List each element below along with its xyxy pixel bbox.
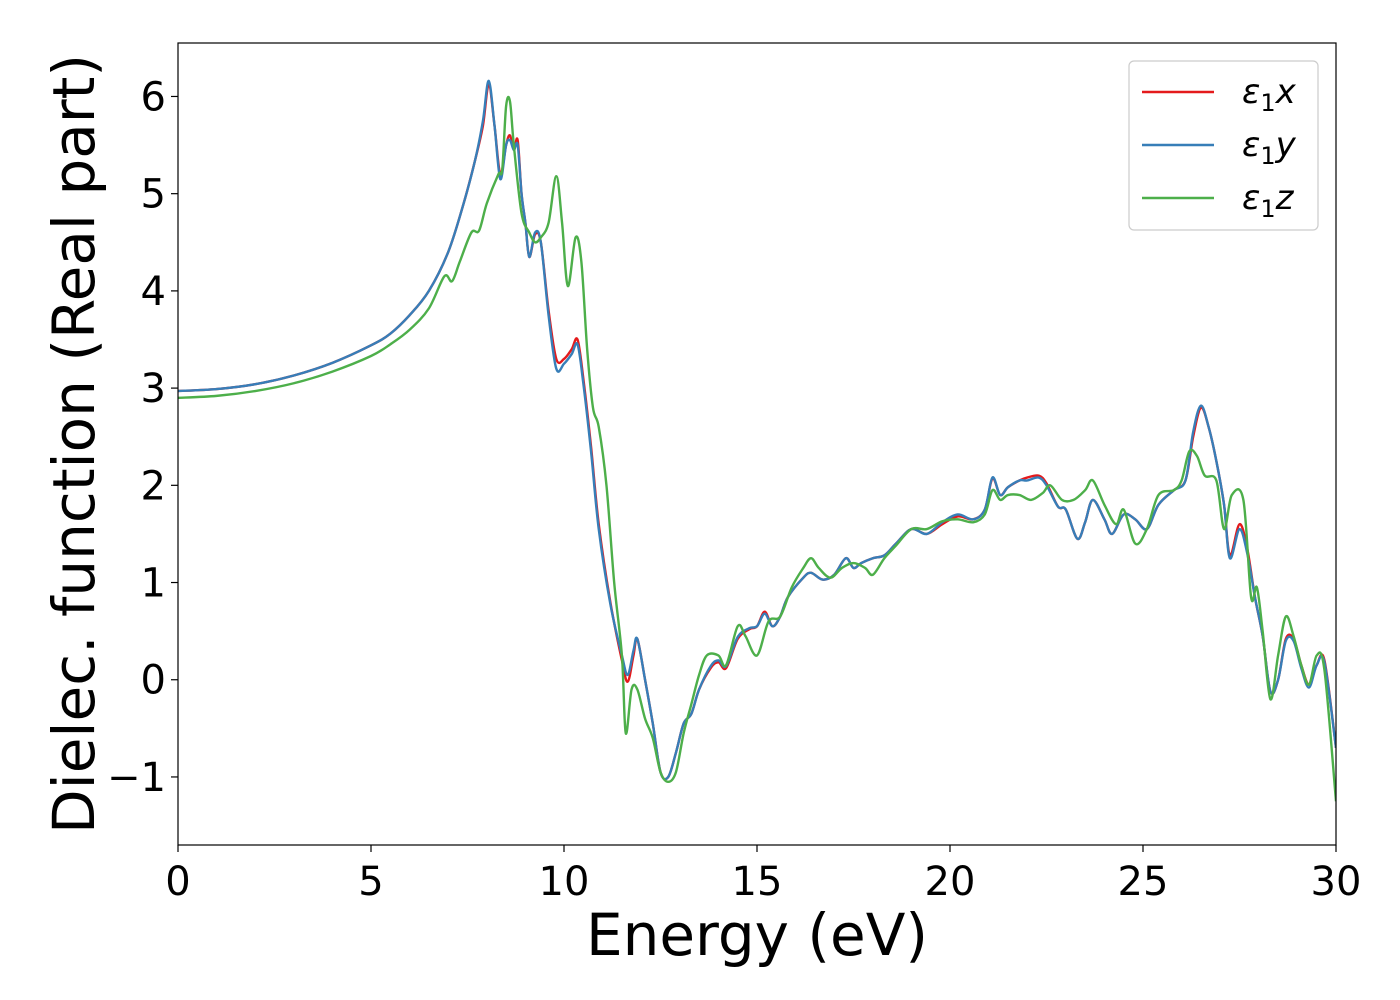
x-tick-label: 25 (1118, 859, 1169, 905)
x-tick-label: 10 (539, 859, 590, 905)
y-tick-label: 6 (141, 74, 166, 120)
y-tick-label: 0 (141, 658, 166, 704)
y-tick-label: 5 (141, 172, 166, 218)
series-line-z (178, 95, 1336, 802)
plot-area (178, 79, 1336, 802)
x-tick-label: 30 (1311, 859, 1362, 905)
y-axis: −1 0 1 2 3 4 5 6 (107, 74, 178, 801)
legend-label-x: ε1x (1242, 72, 1297, 117)
legend: ε1x ε1y ε1z (1128, 60, 1319, 231)
legend-label-y: ε1y (1242, 125, 1297, 170)
y-tick-label: −1 (107, 755, 166, 801)
y-tick-label: 3 (141, 366, 166, 412)
legend-box (1128, 60, 1319, 231)
x-axis: 0 5 10 15 20 25 30 (165, 845, 1361, 905)
y-tick-label: 2 (141, 463, 166, 509)
x-tick-label: 0 (165, 859, 190, 905)
x-tick-label: 15 (732, 859, 783, 905)
y-axis-label: Dielec. function (Real part) (40, 54, 108, 834)
y-tick-label: 1 (141, 561, 166, 607)
x-axis-label: Energy (eV) (586, 901, 928, 969)
y-tick-label: 4 (141, 269, 166, 315)
x-tick-label: 20 (925, 859, 976, 905)
legend-label-z: ε1z (1242, 178, 1295, 223)
x-tick-label: 5 (358, 859, 383, 905)
